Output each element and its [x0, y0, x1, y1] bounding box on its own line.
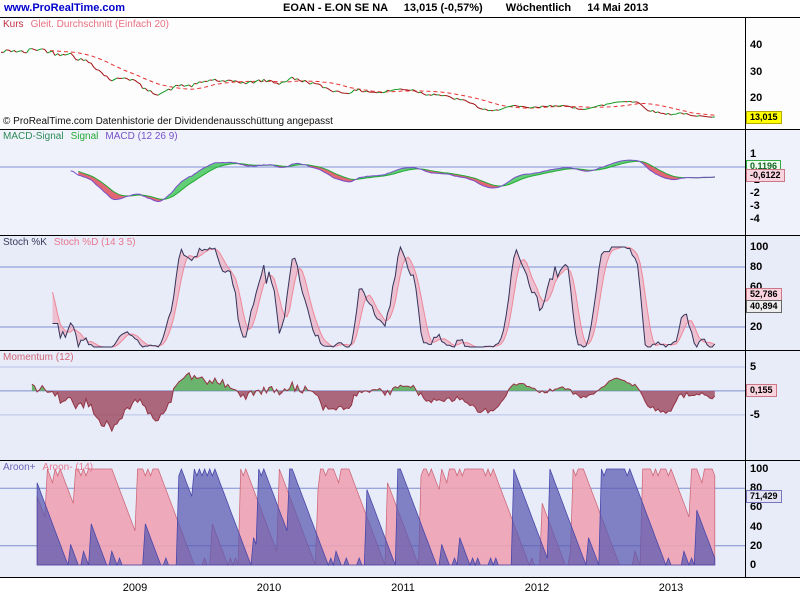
macd-legend-item: MACD-Signal [3, 131, 64, 142]
symbol-name: EOAN - E.ON SE NA [283, 2, 388, 14]
year-label-2009: 2009 [122, 582, 148, 594]
macd-chart-canvas[interactable] [0, 130, 745, 235]
stoch-value-tag: 40,894 [746, 300, 782, 314]
copyright-note: © ProRealTime.com Datenhistorie der Divi… [3, 116, 333, 127]
stoch-legend-item: Stoch %K [3, 237, 47, 248]
timeframe: Wöchentlich [505, 2, 572, 14]
aroon-panel: Aroon+ Aroon- (14) 100 80 60 40 20 0 71,429 [0, 461, 800, 578]
aroon-axis-tick: 40 [750, 520, 763, 533]
header-bar: www.ProRealTime.com EOAN - E.ON SE NA 13… [0, 0, 800, 18]
stoch-axis-tick: 20 [750, 321, 763, 333]
year-label-2012: 2012 [524, 582, 550, 594]
macd-legend: MACD-Signal Signal MACD (12 26 9) [3, 131, 185, 142]
site-link[interactable]: www.ProRealTime.com [4, 2, 126, 14]
macd-axis-tick: -2 [750, 187, 760, 199]
macd-axis-tick: -3 [750, 200, 760, 212]
macd-axis-tick: 1 [750, 148, 757, 160]
price-legend-item: Kurs [3, 19, 24, 30]
price-axis-tick: 30 [750, 65, 763, 78]
year-label-2011: 2011 [391, 582, 415, 594]
aroon-legend: Aroon+ Aroon- (14) [3, 462, 100, 473]
aroon-axis-tick: 0 [750, 559, 757, 571]
aroon-axis-tick: 20 [750, 539, 763, 552]
momentum-value-tag: 0,155 [746, 384, 777, 398]
macd-axis-tick: -4 [750, 213, 760, 225]
aroon-legend-item: Aroon+ [3, 462, 36, 473]
year-label-2010: 2010 [256, 582, 282, 594]
time-axis: 2009 2010 2011 2012 2013 [0, 578, 800, 600]
momentum-legend: Momentum (12) [3, 352, 81, 363]
price-value-tag: 13,015 [746, 110, 782, 124]
macd-legend-item: MACD (12 26 9) [105, 131, 178, 142]
aroon-legend-item: Aroon- (14) [42, 462, 94, 473]
momentum-chart-canvas[interactable] [0, 351, 745, 460]
aroon-chart-canvas[interactable] [0, 461, 745, 577]
quote-date: 14 Mai 2013 [587, 2, 649, 14]
stochastic-chart-canvas[interactable] [0, 236, 745, 350]
price-axis-tick: 20 [750, 92, 763, 105]
price-legend: Kurs Gleit. Durchschnitt (Einfach 20) [3, 19, 176, 30]
macd-legend-item: Signal [70, 131, 99, 142]
stoch-axis-tick: 100 [750, 241, 769, 253]
macd-value-tag: -0,6122 [746, 169, 785, 182]
momentum-panel: Momentum (12) 50-50,155 [0, 351, 800, 461]
last-price: 13,015 [403, 2, 438, 14]
aroon-axis-tick: 60 [750, 501, 763, 514]
price-legend-item: Gleit. Durchschnitt (Einfach 20) [30, 19, 169, 30]
momentum-axis-tick: -5 [750, 408, 760, 421]
momentum-axis-tick: 5 [750, 361, 757, 373]
aroon-axis-tick: 100 [750, 463, 769, 475]
stoch-axis-tick: 80 [750, 261, 763, 273]
price-chart-canvas[interactable] [0, 18, 745, 129]
stoch-legend-item: Stoch %D (14 3 5) [53, 237, 136, 248]
stochastic-legend: Stoch %K Stoch %D (14 3 5) [3, 237, 143, 248]
chart-title: EOAN - E.ON SE NA 13,015 (-0,57%) Wöchen… [283, 2, 648, 14]
momentum-legend-item: Momentum (12) [3, 352, 74, 363]
price-axis-tick: 40 [750, 38, 763, 51]
year-label-2013: 2013 [658, 582, 684, 594]
price-panel: Kurs Gleit. Durchschnitt (Einfach 20) © P… [0, 18, 800, 130]
price-axis-divider [745, 18, 746, 578]
aroon-value-tag: 71,429 [746, 490, 782, 504]
price-change: (-0,57%) [440, 2, 483, 14]
